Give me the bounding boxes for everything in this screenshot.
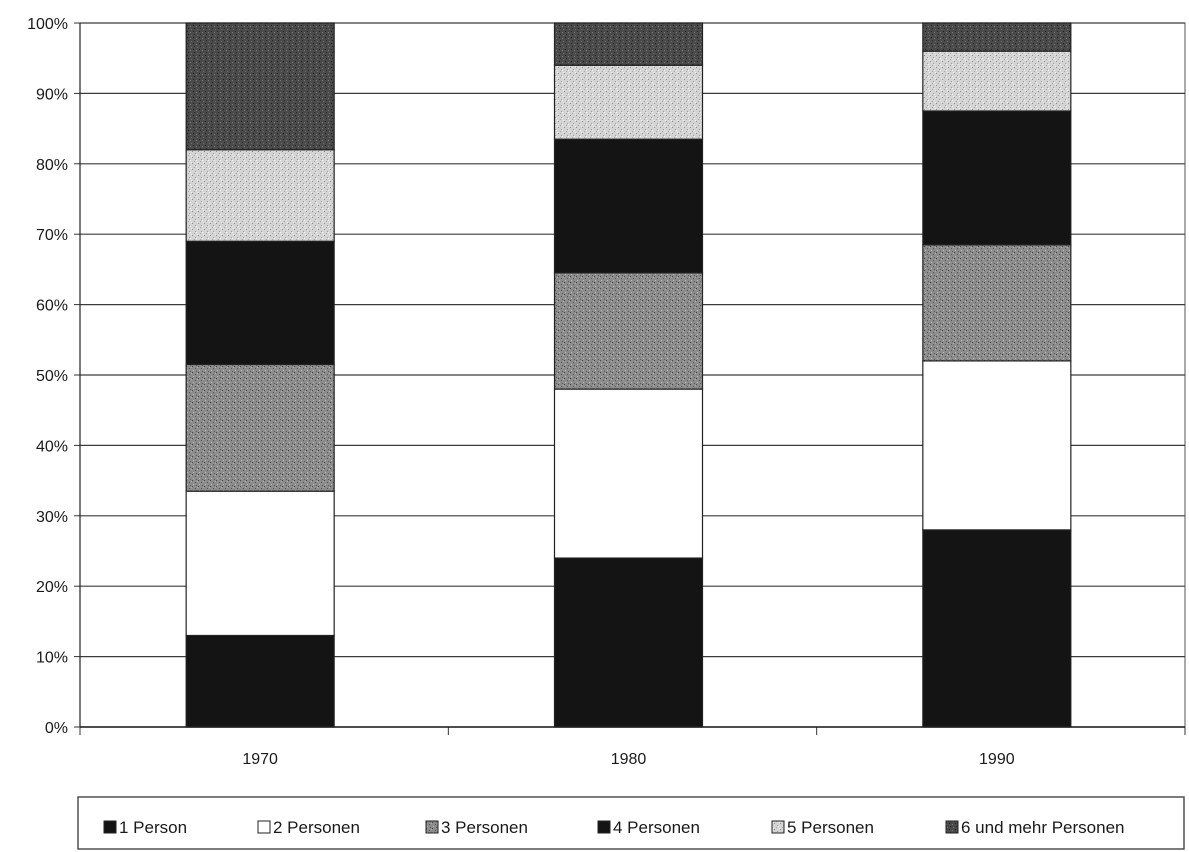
legend-swatch [103, 820, 117, 834]
legend-swatch [597, 820, 611, 834]
bar-segment-1990-1 [922, 529, 1072, 728]
legend-swatch [425, 820, 439, 834]
axes: 0% 10% 20% 30% 40% 50% 60% 70% 80% 90% 100% 1970 198… [27, 16, 1186, 768]
x-tick-label: 1990 [979, 751, 1015, 768]
bar-segment-1980-4 [553, 138, 704, 274]
bar-segment-1970-6 [185, 22, 335, 151]
bar-segment-1990-6 [922, 22, 1072, 52]
y-tick-label: 50% [36, 368, 68, 385]
legend-label: 6 und mehr Personen [961, 818, 1125, 837]
y-tick-label: 80% [36, 157, 68, 174]
y-tick-label: 0% [45, 720, 68, 737]
bar-segment-1980-5 [553, 64, 704, 140]
bar-segment-1990-3 [922, 244, 1072, 362]
bar-segment-1990-5 [922, 50, 1072, 112]
y-tick-label: 70% [36, 227, 68, 244]
bar-segment-1980-1 [553, 557, 704, 728]
legend: 1 Person 2 Personen 3 Personen 4 Personen 5 … [77, 796, 1185, 850]
y-tick-label: 20% [36, 579, 68, 596]
legend-swatch [257, 820, 271, 834]
bars [185, 22, 1072, 728]
legend-swatch [945, 820, 959, 834]
y-tick-label: 100% [27, 16, 68, 33]
bar-segment-1970-1 [185, 634, 335, 728]
y-tick-label: 90% [36, 86, 68, 103]
bar-segment-1990-2 [922, 360, 1072, 531]
y-tick-label: 60% [36, 298, 68, 315]
y-tick-label: 30% [36, 509, 68, 526]
bar-segment-1970-2 [185, 490, 335, 637]
legend-label: 4 Personen [613, 818, 700, 837]
bar-segment-1980-2 [553, 388, 704, 559]
bar-segment-1990-4 [922, 110, 1072, 246]
legend-label: 5 Personen [787, 818, 874, 837]
bar-segment-1980-3 [553, 272, 704, 390]
legend-swatch [771, 820, 785, 834]
bar-segment-1980-6 [553, 22, 704, 66]
x-tick-label: 1970 [242, 751, 278, 768]
x-tick-label: 1980 [611, 751, 647, 768]
bar-segment-1970-5 [185, 149, 335, 242]
bar-segment-1970-4 [185, 240, 335, 366]
bar-segment-1970-3 [185, 363, 335, 492]
y-tick-label: 40% [36, 438, 68, 455]
legend-label: 1 Person [119, 818, 187, 837]
y-tick-label: 10% [36, 650, 68, 667]
legend-label: 3 Personen [441, 818, 528, 837]
legend-label: 2 Personen [273, 818, 360, 837]
